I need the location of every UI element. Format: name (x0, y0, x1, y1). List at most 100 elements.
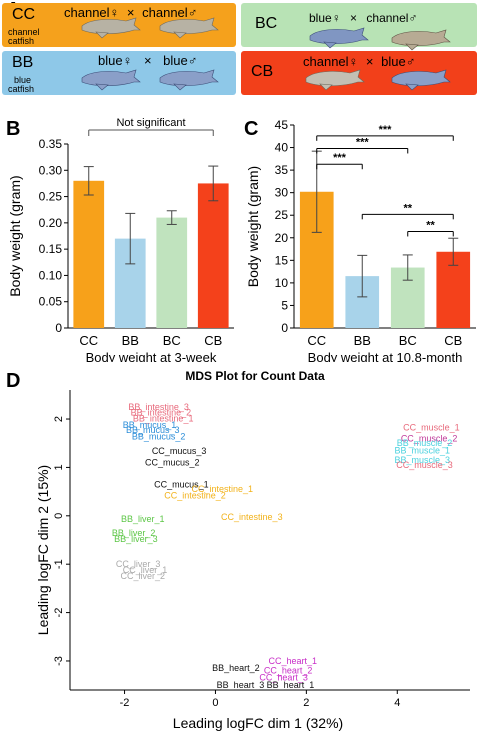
fish-bb-male-icon (159, 69, 219, 91)
y-tick-label: 0 (53, 513, 65, 519)
cross-sub-bb-1: blue (14, 75, 32, 85)
y-tick-label: -1 (53, 559, 65, 569)
sig-label: *** (356, 136, 370, 148)
x-tick-label-cc: CC (79, 333, 98, 348)
cross-code-bb: BB (12, 54, 34, 71)
point-label-bb-liver-1: BB_liver_1 (121, 514, 165, 524)
y-tick-label: 25 (275, 208, 289, 222)
point-label-bb-heart-1: BB_heart_1 (267, 680, 315, 690)
y-tick-label: 30 (275, 186, 289, 200)
y-tick-label: 45 (275, 118, 289, 132)
x-tick-label: 2 (303, 697, 309, 709)
x-tick-label-cb: CB (444, 333, 462, 348)
y-tick-label: 10 (275, 276, 289, 290)
cross-parents-cc: channel♀ × channel♂ (64, 5, 198, 20)
cross-code-cb: CB (251, 63, 274, 80)
point-label-bb-heart-3: BB_heart_3 (217, 680, 265, 690)
point-label-bb-mucus-2: BB_mucus_2 (132, 431, 186, 441)
y-tick-label: 0.05 (39, 295, 63, 309)
point-label-cc-heart-3: CC_heart_3 (259, 672, 308, 682)
point-label-cc-heart-1: CC_heart_1 (268, 656, 317, 666)
point-label-bb-heart-2: BB_heart_2 (212, 663, 260, 673)
fish-cc-female-icon (81, 17, 141, 39)
cross-sub-cc-2: catfish (8, 36, 35, 46)
fish-bc-female-icon (309, 27, 369, 49)
point-label-cc-liver-1: CC_liver_1 (123, 565, 168, 575)
point-label-cc-liver-3: CC_liver_3 (116, 559, 161, 569)
y-tick-label: 0.25 (39, 190, 63, 204)
fish-cb-male-icon (391, 69, 451, 91)
point-label-cc-muscle-1: CC_muscle_1 (403, 422, 460, 432)
x-axis-label: Body weight at 3-week (86, 350, 217, 362)
y-tick-label: 0.15 (39, 242, 63, 256)
y-tick-label: 20 (275, 231, 289, 245)
y-tick-label: 0.20 (39, 216, 63, 230)
bar-cc (73, 180, 105, 328)
x-tick-label-bb: BB (122, 333, 139, 348)
point-label-bb-muscle-2: BB_muscle_2 (397, 438, 453, 448)
y-tick-label: -3 (53, 656, 65, 666)
cross-parents-bb: blue♀ × blue♂ (98, 53, 198, 68)
x-tick-label-cc: CC (307, 333, 326, 348)
scatter-title: MDS Plot for Count Data (185, 369, 325, 383)
point-label-cc-intestine-3: CC_intestine_3 (221, 512, 283, 522)
cross-parents-bc: blue♀ × channel♂ (309, 11, 418, 25)
y-tick-label: 0.35 (39, 137, 63, 151)
point-label-cc-intestine-2: CC_intestine_2 (164, 490, 226, 500)
y-tick-label: 0.30 (39, 163, 63, 177)
cross-sub-bb-2: catfish (8, 84, 35, 94)
point-label-bb-muscle-3: BB_muscle_3 (395, 455, 451, 465)
y-tick-label: 1 (53, 464, 65, 470)
x-tick-label-cb: CB (204, 333, 222, 348)
point-label-bb-intestine-3: BB_intestine_3 (128, 402, 189, 412)
point-label-cc-liver-2: CC_liver_2 (120, 571, 165, 581)
x-tick-label: 0 (212, 697, 218, 709)
x-tick-label-bb: BB (354, 333, 371, 348)
bar-chart-3-week: 0 0.05 0.10 0.15 0.20 0.25 0.30 0.35 CC BB BC CB Bod… (7, 117, 234, 362)
y-tick-label: 15 (275, 253, 289, 267)
point-label-cc-muscle-2: CC_muscle_2 (401, 433, 458, 443)
point-label-bb-mucus-1: BB_mucus_1 (123, 420, 177, 430)
point-label-bb-muscle-1: BB_muscle_1 (395, 445, 451, 455)
panel-label-b: B (6, 118, 21, 140)
mds-scatter-plot: MDS Plot for Count Data -3 -2 -1 0 1 2 -2 0 2 4 Lea… (35, 369, 470, 731)
point-label-bb-mucus-3: BB_mucus_3 (126, 425, 180, 435)
y-axis-label: Body weight (gram) (245, 166, 261, 287)
y-tick-label: 0.10 (39, 268, 63, 282)
y-tick-label: 2 (53, 416, 65, 422)
annotation-not-significant: Not significant (116, 117, 185, 129)
point-label-cc-mucus-1: CC_mucus_1 (154, 479, 209, 489)
panel-label-d: D (6, 370, 21, 392)
sig-label: *** (379, 124, 393, 136)
point-label-bb-liver-3: BB_liver_3 (114, 534, 158, 544)
y-tick-label: 35 (275, 163, 289, 177)
x-tick-label: 4 (394, 697, 400, 709)
sig-label: ** (403, 202, 412, 214)
fish-cb-female-icon (305, 69, 365, 91)
point-label-bb-intestine-1: BB_intestine_1 (133, 414, 194, 424)
bar-bc (156, 217, 188, 328)
x-tick-label-bc: BC (163, 333, 181, 348)
x-tick-label: -2 (120, 697, 130, 709)
sig-label: ** (426, 219, 435, 231)
point-label-cc-mucus-3: CC_mucus_3 (152, 446, 207, 456)
point-label-cc-mucus-2: CC_mucus_2 (145, 458, 200, 468)
cross-sub-cc-1: channel (8, 27, 40, 37)
y-tick-label: 5 (281, 298, 288, 312)
y-tick-label: 0 (281, 321, 288, 335)
bar-chart-10-8-month: 0 5 10 15 20 25 30 35 40 45 CC BB BC CB Body weight at… (245, 118, 476, 362)
x-tick-label-bc: BC (399, 333, 417, 348)
point-label-bb-liver-2: BB_liver_2 (112, 528, 156, 538)
point-label-cc-intestine-1: CC_intestine_1 (191, 484, 253, 494)
fish-bc-male-icon (391, 29, 451, 51)
point-label-cc-heart-2: CC_heart_2 (264, 666, 313, 676)
cross-parents-cb: channel♀ × blue♂ (303, 54, 416, 69)
point-label-cc-muscle-3: CC_muscle_3 (396, 460, 453, 470)
fish-illustrations (81, 17, 451, 91)
x-axis-label: Body weight at 10.8-month (308, 350, 463, 362)
y-tick-label: -2 (53, 608, 65, 618)
point-label-bb-intestine-2: BB_intestine_2 (131, 408, 192, 418)
fish-bb-female-icon (81, 69, 141, 91)
x-axis-label: Leading logFC dim 1 (32%) (173, 715, 343, 731)
y-tick-label: 0 (55, 321, 62, 335)
